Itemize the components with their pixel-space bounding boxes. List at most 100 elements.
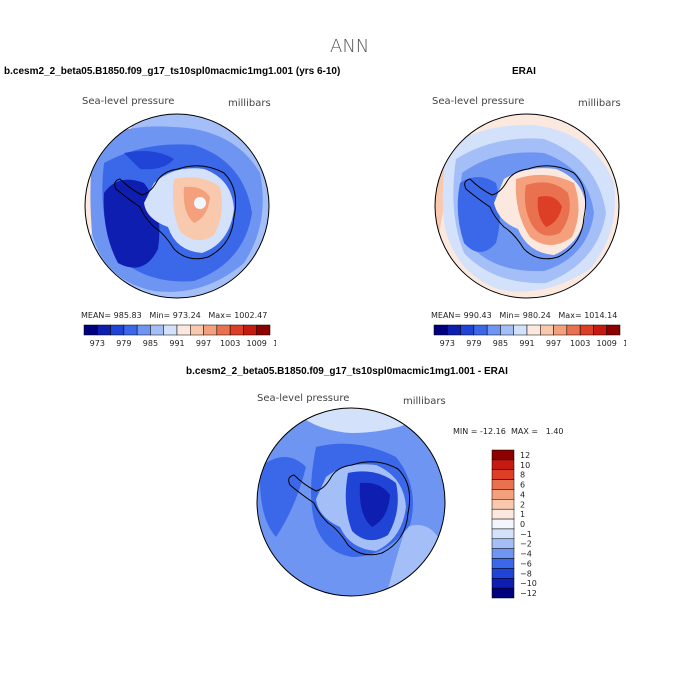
obs-colorbar: 973 979 985 991 997 1003 1009 1015 xyxy=(433,324,626,348)
diff-colorbar-swatch-7 xyxy=(491,518,515,530)
model-colorbar-tick-3: 991 xyxy=(169,339,184,348)
diff-units-label: millibars xyxy=(403,396,446,407)
diff-panel-title: b.cesm2_2_beta05.B1850.f09_g17_ts10spl0m… xyxy=(186,366,508,377)
obs-colorbar-swatch-1 xyxy=(447,324,461,336)
obs-colorbar-swatch-13 xyxy=(606,324,621,336)
obs-colorbar-swatch-0 xyxy=(433,324,448,336)
diff-map xyxy=(256,407,446,597)
model-colorbar-tick-1: 979 xyxy=(116,339,131,348)
model-colorbar-tick-6: 1009 xyxy=(247,339,267,348)
model-colorbar-swatch-3 xyxy=(123,324,138,336)
obs-stats: MEAN= 990.43 Min= 980.24 Max= 1014.14 xyxy=(431,311,617,320)
model-units-label: millibars xyxy=(228,98,271,109)
diff-colorbar-swatch-1 xyxy=(491,459,515,470)
obs-colorbar-tick-7: 1015 xyxy=(623,339,626,348)
obs-colorbar-tick-5: 1003 xyxy=(570,339,590,348)
model-stats: MEAN= 985.83 Min= 973.24 Max= 1002.47 xyxy=(81,311,267,320)
model-colorbar-swatch-9 xyxy=(203,324,218,336)
obs-colorbar-swatch-3 xyxy=(473,324,488,336)
obs-mean-label: MEAN= xyxy=(431,311,462,320)
model-colorbar-swatch-7 xyxy=(176,324,191,336)
diff-colorbar-tick-5: 2 xyxy=(520,500,525,509)
model-mean-value: 985.83 xyxy=(113,311,142,320)
model-min-value: 973.24 xyxy=(172,311,201,320)
model-colorbar-swatch-2 xyxy=(110,324,125,336)
diff-colorbar-tick-6: 1 xyxy=(520,510,525,519)
model-colorbar-tick-0: 973 xyxy=(90,339,105,348)
model-map xyxy=(84,113,270,299)
model-variable-label: Sea-level pressure xyxy=(82,96,175,107)
model-colorbar-swatch-13 xyxy=(256,324,271,336)
model-colorbar-swatch-4 xyxy=(136,324,151,336)
diff-colorbar-swatch-2 xyxy=(491,469,515,480)
model-colorbar-swatch-1 xyxy=(97,324,111,336)
diff-colorbar-tick-10: −4 xyxy=(520,550,532,559)
diff-min-value: -12.16 xyxy=(480,427,506,436)
model-max-label: Max= xyxy=(208,311,232,320)
obs-colorbar-swatch-10 xyxy=(566,324,581,336)
obs-colorbar-tick-1: 979 xyxy=(466,339,481,348)
diff-colorbar-swatch-8 xyxy=(491,528,515,540)
diff-colorbar-swatch-6 xyxy=(491,508,515,520)
obs-colorbar-swatch-5 xyxy=(500,324,514,336)
obs-max-value: 1014.14 xyxy=(584,311,618,320)
diff-colorbar-swatch-5 xyxy=(491,499,515,510)
obs-colorbar-swatch-8 xyxy=(540,324,554,336)
obs-panel-title: ERAI xyxy=(512,66,536,77)
diff-colorbar-tick-2: 8 xyxy=(520,471,525,480)
obs-colorbar-tick-4: 997 xyxy=(546,339,561,348)
diff-colorbar-swatch-3 xyxy=(491,479,515,490)
obs-map xyxy=(434,113,620,299)
diff-variable-label: Sea-level pressure xyxy=(257,393,350,404)
obs-mean-value: 990.43 xyxy=(463,311,492,320)
diff-colorbar-tick-7: 0 xyxy=(520,520,525,529)
diff-colorbar-swatch-12 xyxy=(491,568,515,579)
model-colorbar-swatch-10 xyxy=(216,324,231,336)
diff-colorbar-tick-11: −6 xyxy=(520,559,532,568)
obs-min-value: 980.24 xyxy=(522,311,551,320)
obs-colorbar-swatch-6 xyxy=(513,324,528,336)
diff-colorbar-swatch-14 xyxy=(491,587,515,599)
obs-colorbar-swatch-7 xyxy=(526,324,541,336)
obs-max-label: Max= xyxy=(558,311,582,320)
diff-colorbar-tick-8: −1 xyxy=(520,530,532,539)
model-colorbar-tick-5: 1003 xyxy=(220,339,240,348)
model-colorbar-tick-4: 997 xyxy=(196,339,211,348)
diff-stats: MIN = -12.16 MAX = 1.40 xyxy=(453,427,564,436)
obs-colorbar-tick-2: 985 xyxy=(493,339,508,348)
diff-colorbar-tick-0: 12 xyxy=(520,451,530,460)
obs-min-label: Min= xyxy=(499,311,521,320)
obs-colorbar-swatch-11 xyxy=(579,324,594,336)
model-colorbar-swatch-12 xyxy=(243,324,257,336)
diff-colorbar-swatch-11 xyxy=(491,558,515,569)
diff-colorbar-tick-13: −10 xyxy=(520,579,537,588)
obs-colorbar-swatch-9 xyxy=(553,324,568,336)
model-colorbar-swatch-6 xyxy=(163,324,178,336)
diff-colorbar-swatch-4 xyxy=(491,489,515,500)
obs-units-label: millibars xyxy=(578,98,621,109)
obs-colorbar-tick-6: 1009 xyxy=(597,339,617,348)
diff-colorbar-tick-4: 4 xyxy=(520,490,525,499)
figure-title: ANN xyxy=(330,36,370,57)
diff-colorbar-swatch-13 xyxy=(491,578,515,589)
diff-max-label: MAX = xyxy=(510,427,539,436)
diff-max-value: 1.40 xyxy=(545,427,564,436)
diff-colorbar-tick-1: 10 xyxy=(520,461,530,470)
obs-colorbar-tick-3: 991 xyxy=(519,339,534,348)
model-panel-title: b.cesm2_2_beta05.B1850.f09_g17_ts10spl0m… xyxy=(4,66,341,77)
model-colorbar-tick-2: 985 xyxy=(143,339,158,348)
diff-colorbar-tick-12: −8 xyxy=(520,569,532,578)
obs-variable-label: Sea-level pressure xyxy=(432,96,525,107)
diff-colorbar-swatch-9 xyxy=(491,538,515,549)
obs-colorbar-swatch-4 xyxy=(486,324,501,336)
model-max-value: 1002.47 xyxy=(234,311,268,320)
diff-colorbar-swatch-0 xyxy=(491,449,515,461)
diff-colorbar-tick-9: −2 xyxy=(520,540,532,549)
obs-colorbar-swatch-12 xyxy=(593,324,607,336)
model-min-label: Min= xyxy=(149,311,171,320)
diff-colorbar-tick-3: 6 xyxy=(520,481,525,490)
obs-colorbar-swatch-2 xyxy=(460,324,475,336)
model-colorbar-tick-7: 1015 xyxy=(273,339,276,348)
